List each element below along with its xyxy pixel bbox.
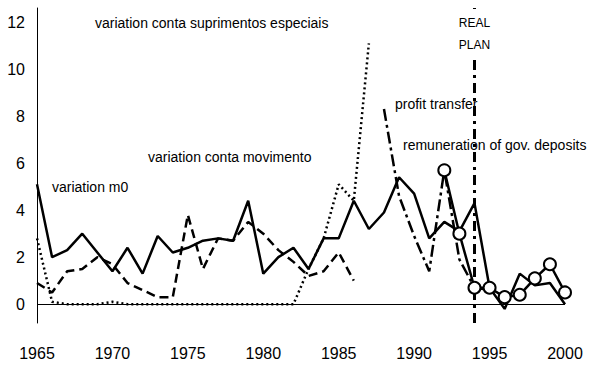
svg-text:1965: 1965	[19, 345, 55, 362]
svg-text:variation conta movimento: variation conta movimento	[148, 149, 312, 165]
svg-text:1980: 1980	[245, 345, 281, 362]
svg-text:variation m0: variation m0	[52, 179, 128, 195]
svg-text:12: 12	[7, 14, 25, 31]
svg-text:1985: 1985	[321, 345, 357, 362]
svg-text:1990: 1990	[396, 345, 432, 362]
svg-text:variation conta suprimentos es: variation conta suprimentos especiais	[95, 15, 328, 31]
svg-text:remuneration of gov. deposits: remuneration of gov. deposits	[403, 137, 586, 153]
svg-text:4: 4	[16, 202, 25, 219]
svg-text:1975: 1975	[170, 345, 206, 362]
svg-text:1970: 1970	[95, 345, 131, 362]
svg-text:profit transfer: profit transfer	[395, 96, 478, 112]
svg-text:PLAN: PLAN	[459, 38, 490, 52]
svg-text:0: 0	[16, 296, 25, 313]
svg-text:8: 8	[16, 108, 25, 125]
svg-text:6: 6	[16, 155, 25, 172]
svg-text:10: 10	[7, 61, 25, 78]
svg-text:REAL: REAL	[459, 16, 491, 30]
svg-text:1995: 1995	[472, 345, 508, 362]
svg-text:2000: 2000	[547, 345, 583, 362]
svg-text:2: 2	[16, 249, 25, 266]
